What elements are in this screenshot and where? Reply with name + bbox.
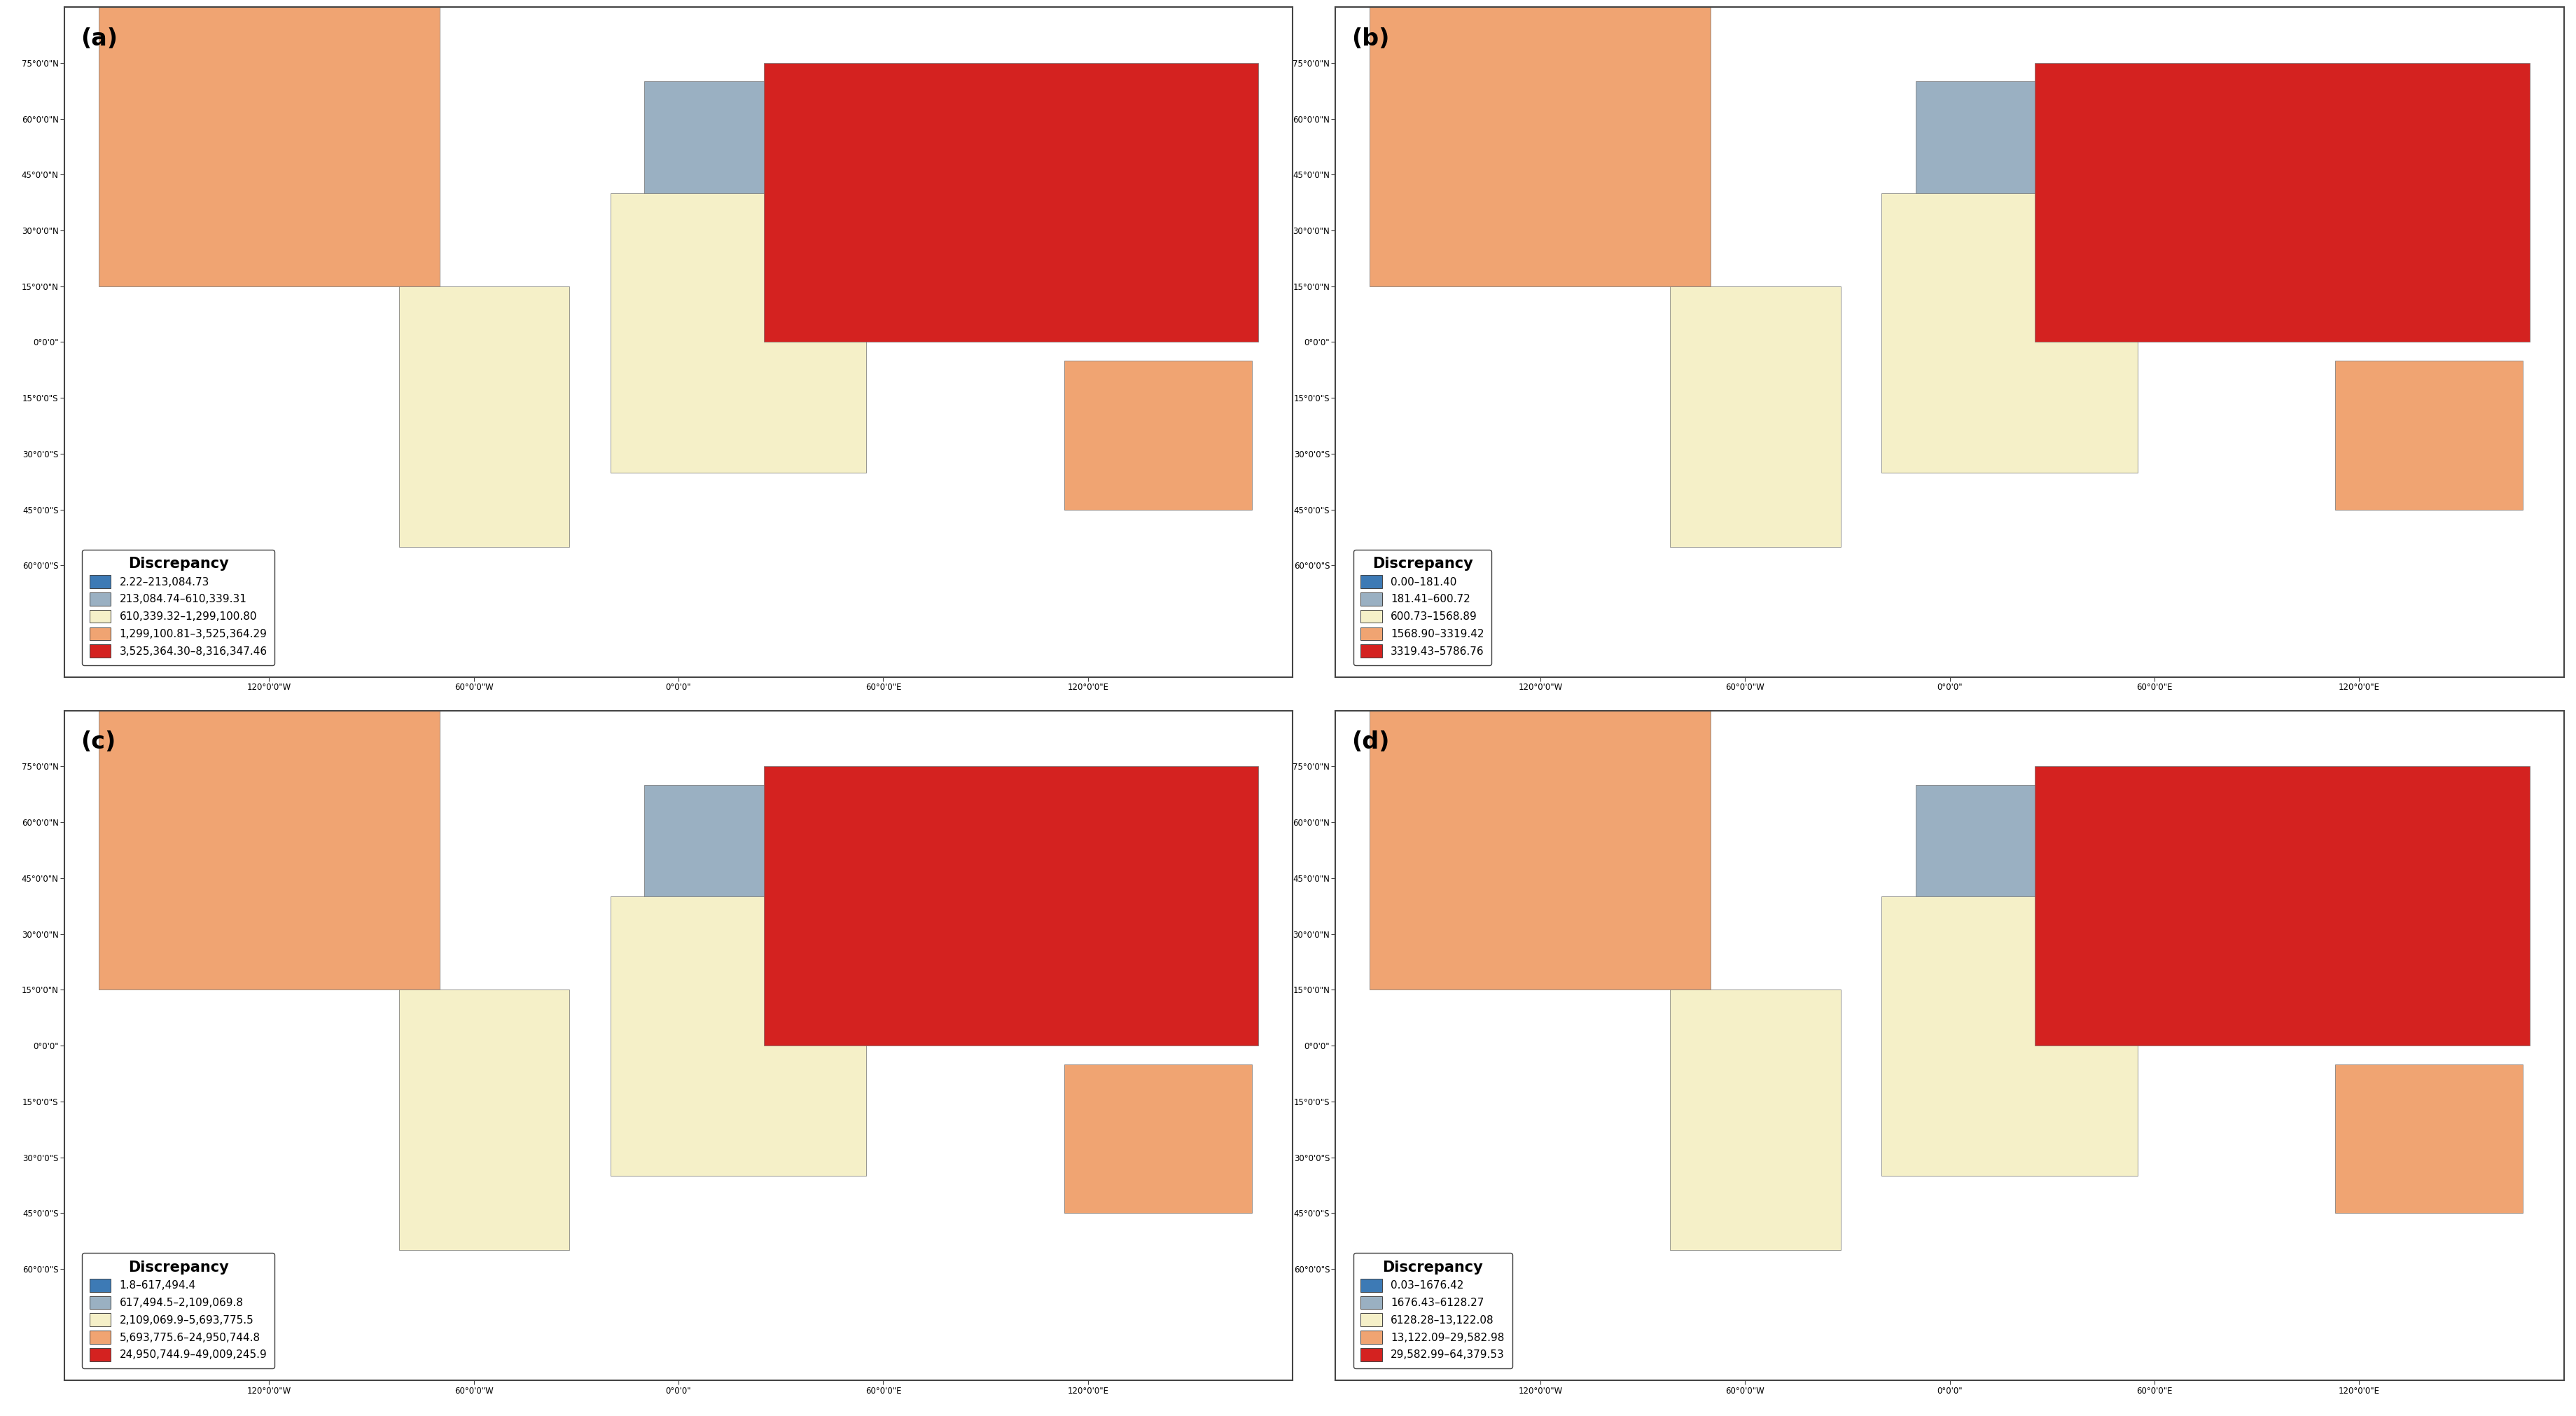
Bar <box>611 896 866 1175</box>
Bar <box>1669 990 1839 1250</box>
Bar <box>1064 1065 1252 1214</box>
Bar <box>1880 193 2136 473</box>
Bar <box>1669 286 1839 547</box>
Legend: 2.22–213,084.73, 213,084.74–610,339.31, 610,339.32–1,299,100.80, 1,299,100.81–3,: 2.22–213,084.73, 213,084.74–610,339.31, … <box>82 549 276 666</box>
Text: (a): (a) <box>80 27 118 51</box>
Bar <box>644 784 781 915</box>
Bar <box>2334 1065 2522 1214</box>
Bar <box>1914 784 2050 915</box>
Legend: 0.00–181.40, 181.41–600.72, 600.73–1568.89, 1568.90–3319.42, 3319.43–5786.76: 0.00–181.40, 181.41–600.72, 600.73–1568.… <box>1352 549 1492 666</box>
Bar <box>1370 7 1710 286</box>
Bar <box>399 286 569 547</box>
Bar <box>644 82 781 212</box>
Bar <box>98 711 440 990</box>
Bar <box>2035 766 2530 1045</box>
Legend: 0.03–1676.42, 1676.43–6128.27, 6128.28–13,122.08, 13,122.09–29,582.98, 29,582.99: 0.03–1676.42, 1676.43–6128.27, 6128.28–1… <box>1352 1253 1512 1368</box>
Bar <box>2035 62 2530 343</box>
Text: (d): (d) <box>1352 731 1388 753</box>
Text: (c): (c) <box>80 731 116 753</box>
Bar <box>1064 361 1252 510</box>
Text: (b): (b) <box>1352 27 1388 51</box>
Legend: 1.8–617,494.4, 617,494.5–2,109,069.8, 2,109,069.9–5,693,775.5, 5,693,775.6–24,95: 1.8–617,494.4, 617,494.5–2,109,069.8, 2,… <box>82 1253 276 1368</box>
Bar <box>399 990 569 1250</box>
Bar <box>762 62 1257 343</box>
Bar <box>1914 82 2050 212</box>
Bar <box>762 766 1257 1045</box>
Bar <box>611 193 866 473</box>
Bar <box>1370 711 1710 990</box>
Bar <box>2334 361 2522 510</box>
Bar <box>1880 896 2136 1175</box>
Bar <box>98 7 440 286</box>
